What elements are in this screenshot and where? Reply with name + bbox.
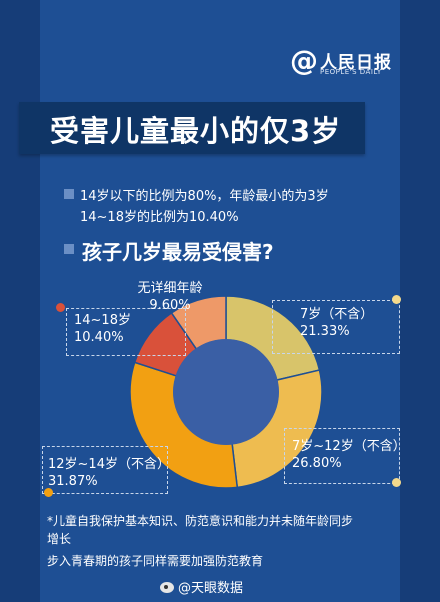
label-box-7-12 [284,428,400,484]
brand-name: 人民日报 [320,53,392,73]
slice-label-unknown-name: 无详细年龄 [137,281,203,296]
weibo-icon [160,582,174,593]
title-bar [19,102,365,154]
watermark: @天眼数据 [160,577,243,596]
note-line-3: 步入青春期的孩子同样需要加强防范教育 [47,554,264,568]
slice-label-14-18-name: 14~18岁 [74,313,131,328]
marker-dot-12-14 [44,488,53,497]
slice-label-unknown: 无详细年龄 9.60% [120,280,220,314]
label-box-14-18 [66,308,186,356]
marker-dot-under-7 [392,295,401,304]
page-title: 受害儿童最小的仅3岁 [50,114,342,148]
slice-label-7-12: 7岁~12岁（不含） 26.80% [292,438,406,472]
slice-label-14-18-value: 10.40% [74,330,124,345]
watermark-text: @天眼数据 [178,581,244,596]
bullet-icon [64,244,74,254]
label-box-12-14 [42,446,168,494]
marker-dot-14-18 [56,303,65,312]
brand-logo: @ 人民日报 PEOPLE'S DAILY [290,46,400,80]
marker-dot-7-12 [392,478,401,487]
slice-label-under-7-value: 21.33% [300,324,350,339]
slice-label-12-14-value: 31.87% [48,474,98,489]
donut-center [173,339,279,445]
brand-subtitle: PEOPLE'S DAILY [320,68,382,76]
label-box-under-7 [272,300,400,354]
slice-label-7-12-name: 7岁~12岁（不含） [292,439,406,454]
summary-line-2: 14~18岁的比例为10.40% [80,210,239,225]
slice-label-14-18: 14~18岁 10.40% [74,312,131,346]
summary-line-1: 14岁以下的比例为80%，年龄最小的为3岁 [80,189,329,204]
note-line-1: *儿童自我保护基本知识、防范意识和能力并未随年龄同步 [47,514,354,528]
note-line-2: 增长 [47,532,72,546]
brand-at-icon: @ [290,44,318,77]
slice-label-7-12-value: 26.80% [292,456,342,471]
slice-label-unknown-value: 9.60% [149,298,191,313]
slice-label-12-14: 12岁~14岁（不含） 31.87% [48,456,170,490]
slice-label-12-14-name: 12岁~14岁（不含） [48,457,170,472]
bullet-icon [64,189,74,199]
slice-label-under-7-name: 7岁（不含） [300,307,374,322]
chart-subtitle: 孩子几岁最易受侵害? [82,240,274,264]
slice-label-under-7: 7岁（不含） 21.33% [300,306,373,340]
